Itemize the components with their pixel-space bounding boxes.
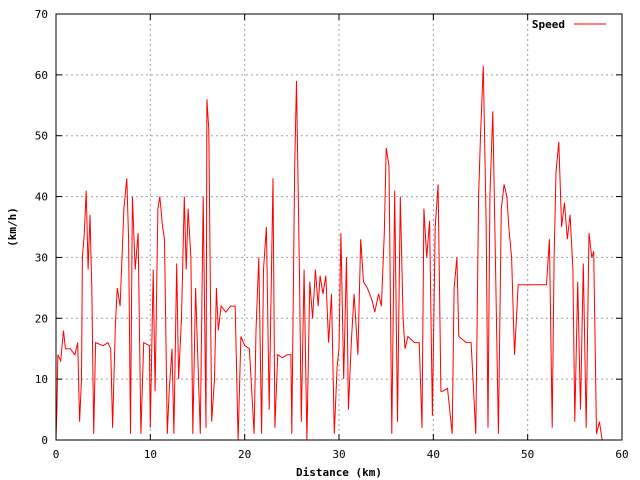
x-tick-label: 0: [53, 448, 60, 461]
speed-series-line: [55, 65, 603, 441]
plot-frame: [55, 13, 623, 441]
x-tick-label: 40: [427, 448, 440, 461]
legend: Speed: [532, 18, 606, 31]
y-tick-label: 30: [35, 251, 48, 264]
y-tick-label: 50: [35, 130, 48, 143]
x-tick-label: 10: [144, 448, 157, 461]
legend-label-speed: Speed: [532, 18, 565, 31]
y-tick-label: 60: [35, 69, 48, 82]
x-tick-label: 20: [238, 448, 251, 461]
y-tick-label: 20: [35, 312, 48, 325]
x-axis-label: Distance (km): [296, 466, 382, 479]
x-axis-ticks: 0 10 20 30 40 50 60: [53, 14, 629, 461]
x-tick-label: 50: [521, 448, 534, 461]
y-tick-label: 10: [35, 373, 48, 386]
y-axis-label: (km/h): [6, 207, 19, 247]
grid-lines: [56, 14, 622, 440]
x-tick-label: 30: [332, 448, 345, 461]
y-tick-label: 40: [35, 191, 48, 204]
x-tick-label: 60: [615, 448, 628, 461]
y-tick-label: 0: [41, 434, 48, 447]
y-axis-ticks: 0 10 20 30 40 50 60 70: [35, 8, 622, 447]
y-tick-label: 70: [35, 8, 48, 21]
